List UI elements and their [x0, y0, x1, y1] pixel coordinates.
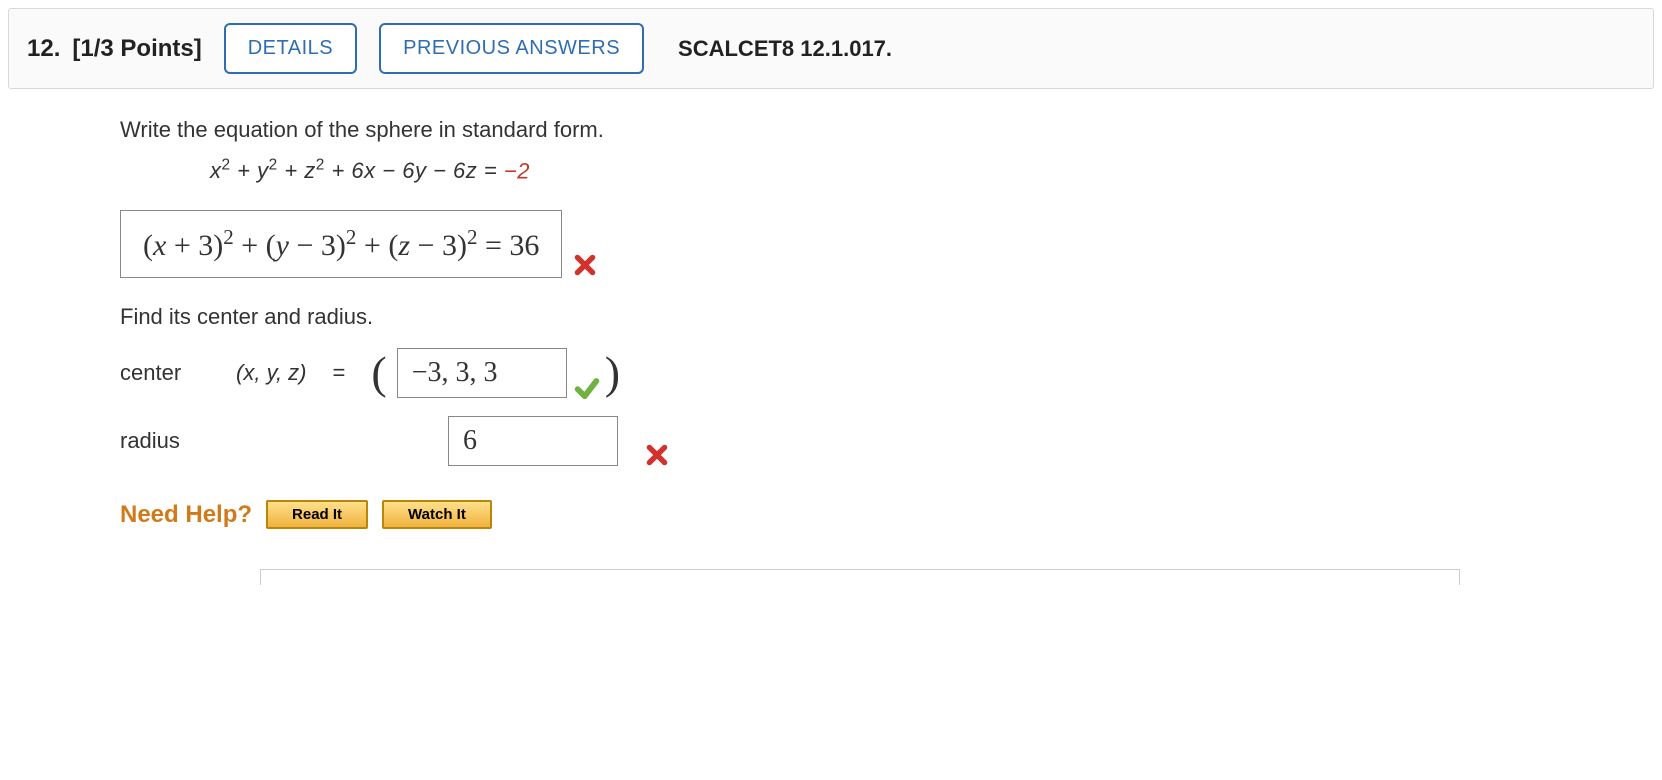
correct-icon: [573, 374, 599, 400]
open-paren: (: [371, 350, 386, 396]
radius-row: radius 6: [120, 416, 1662, 466]
question-header: 12. [1/3 Points] DETAILS PREVIOUS ANSWER…: [8, 8, 1654, 89]
given-equation: x2 + y2 + z2 + 6x − 6y − 6z = −2: [210, 157, 1662, 184]
equation-rhs: −2: [504, 158, 530, 183]
wrong-icon: [572, 252, 598, 278]
points-label: [1/3 Points]: [72, 35, 201, 63]
standard-form-row: (x + 3)2 + (y − 3)2 + (z − 3)2 = 36: [120, 184, 1662, 278]
standard-form-input[interactable]: (x + 3)2 + (y − 3)2 + (z − 3)2 = 36: [120, 210, 562, 278]
question-reference: SCALCET8 12.1.017.: [678, 36, 892, 62]
center-input[interactable]: −3, 3, 3: [397, 348, 567, 398]
submit-area-stub: [260, 569, 1460, 585]
previous-answers-button[interactable]: PREVIOUS ANSWERS: [379, 23, 644, 74]
radius-label: radius: [120, 428, 210, 454]
prompt-text: Write the equation of the sphere in stan…: [120, 117, 1662, 143]
center-label: center: [120, 360, 210, 386]
close-paren: ): [605, 350, 620, 396]
question-number: 12.: [27, 35, 60, 63]
question-body: Write the equation of the sphere in stan…: [120, 89, 1662, 585]
wrong-icon: [644, 442, 670, 468]
details-button[interactable]: DETAILS: [224, 23, 357, 74]
find-prompt: Find its center and radius.: [120, 304, 1662, 330]
read-it-button[interactable]: Read It: [266, 500, 368, 529]
need-help-row: Need Help? Read It Watch It: [120, 500, 1662, 529]
equation-lhs: x2 + y2 + z2 + 6x − 6y − 6z =: [210, 158, 504, 183]
watch-it-button[interactable]: Watch It: [382, 500, 492, 529]
equals-sign: =: [333, 360, 346, 386]
radius-input[interactable]: 6: [448, 416, 618, 466]
center-value-wrap: ( −3, 3, 3 ): [371, 348, 620, 398]
xyz-label: (x, y, z): [236, 360, 307, 386]
need-help-label: Need Help?: [120, 501, 252, 529]
center-row: center (x, y, z) = ( −3, 3, 3 ): [120, 348, 1662, 398]
